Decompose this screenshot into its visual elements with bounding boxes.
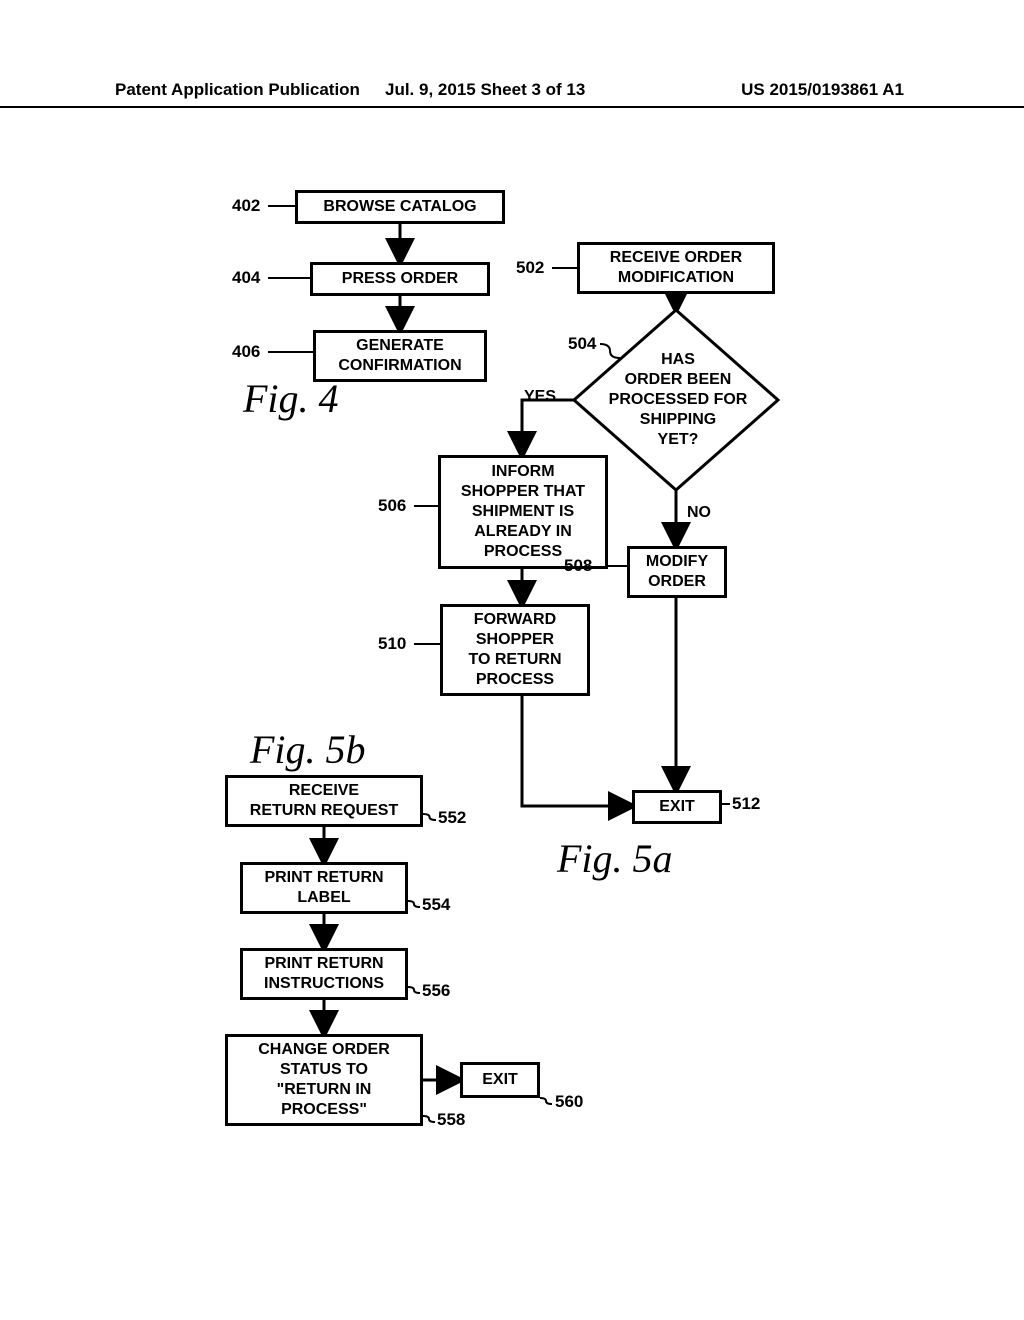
- ref-556: 556: [422, 981, 450, 1001]
- box-print-return-label: PRINT RETURNLABEL: [240, 862, 408, 914]
- ref-558: 558: [437, 1110, 465, 1130]
- box-text: BROWSE CATALOG: [323, 197, 476, 217]
- ref-510: 510: [378, 634, 406, 654]
- box-change-order-status: CHANGE ORDERSTATUS TO"RETURN INPROCESS": [225, 1034, 423, 1126]
- box-text: CHANGE ORDERSTATUS TO"RETURN INPROCESS": [258, 1040, 390, 1120]
- box-text: INFORMSHOPPER THATSHIPMENT ISALREADY INP…: [461, 462, 585, 562]
- box-text: PRINT RETURNLABEL: [264, 868, 383, 908]
- box-receive-return-request: RECEIVERETURN REQUEST: [225, 775, 423, 827]
- edge-label-no: NO: [687, 504, 711, 522]
- box-generate-confirmation: GENERATECONFIRMATION: [313, 330, 487, 382]
- ref-506: 506: [378, 496, 406, 516]
- ref-404: 404: [232, 268, 260, 288]
- box-text: FORWARDSHOPPERTO RETURNPROCESS: [468, 610, 561, 690]
- box-browse-catalog: BROWSE CATALOG: [295, 190, 505, 224]
- figure-5b-label: Fig. 5b: [250, 726, 366, 773]
- box-receive-order-modification: RECEIVE ORDERMODIFICATION: [577, 242, 775, 294]
- ref-402: 402: [232, 196, 260, 216]
- edge-label-yes: YES: [524, 388, 556, 406]
- box-text: MODIFYORDER: [646, 552, 708, 592]
- box-text: GENERATECONFIRMATION: [338, 336, 461, 376]
- box-forward-shopper: FORWARDSHOPPERTO RETURNPROCESS: [440, 604, 590, 696]
- figure-4-label: Fig. 4: [243, 375, 339, 422]
- ref-504: 504: [568, 334, 596, 354]
- box-inform-shopper: INFORMSHOPPER THATSHIPMENT ISALREADY INP…: [438, 455, 608, 569]
- box-modify-order: MODIFYORDER: [627, 546, 727, 598]
- box-text: PRINT RETURNINSTRUCTIONS: [264, 954, 384, 994]
- box-text: EXIT: [482, 1070, 518, 1090]
- ref-554: 554: [422, 895, 450, 915]
- ref-512: 512: [732, 794, 760, 814]
- figure-5a-label: Fig. 5a: [557, 835, 673, 882]
- box-text: RECEIVE ORDERMODIFICATION: [610, 248, 742, 288]
- ref-502: 502: [516, 258, 544, 278]
- box-text: RECEIVERETURN REQUEST: [250, 781, 398, 821]
- box-text: PRESS ORDER: [342, 269, 458, 289]
- ref-406: 406: [232, 342, 260, 362]
- box-print-return-instructions: PRINT RETURNINSTRUCTIONS: [240, 948, 408, 1000]
- box-exit-5a: EXIT: [632, 790, 722, 824]
- diamond-text: HASORDER BEENPROCESSED FORSHIPPINGYET?: [608, 350, 748, 450]
- ref-560: 560: [555, 1092, 583, 1112]
- box-press-order: PRESS ORDER: [310, 262, 490, 296]
- box-text: EXIT: [659, 797, 695, 817]
- box-exit-5b: EXIT: [460, 1062, 540, 1098]
- ref-552: 552: [438, 808, 466, 828]
- ref-508: 508: [564, 556, 592, 576]
